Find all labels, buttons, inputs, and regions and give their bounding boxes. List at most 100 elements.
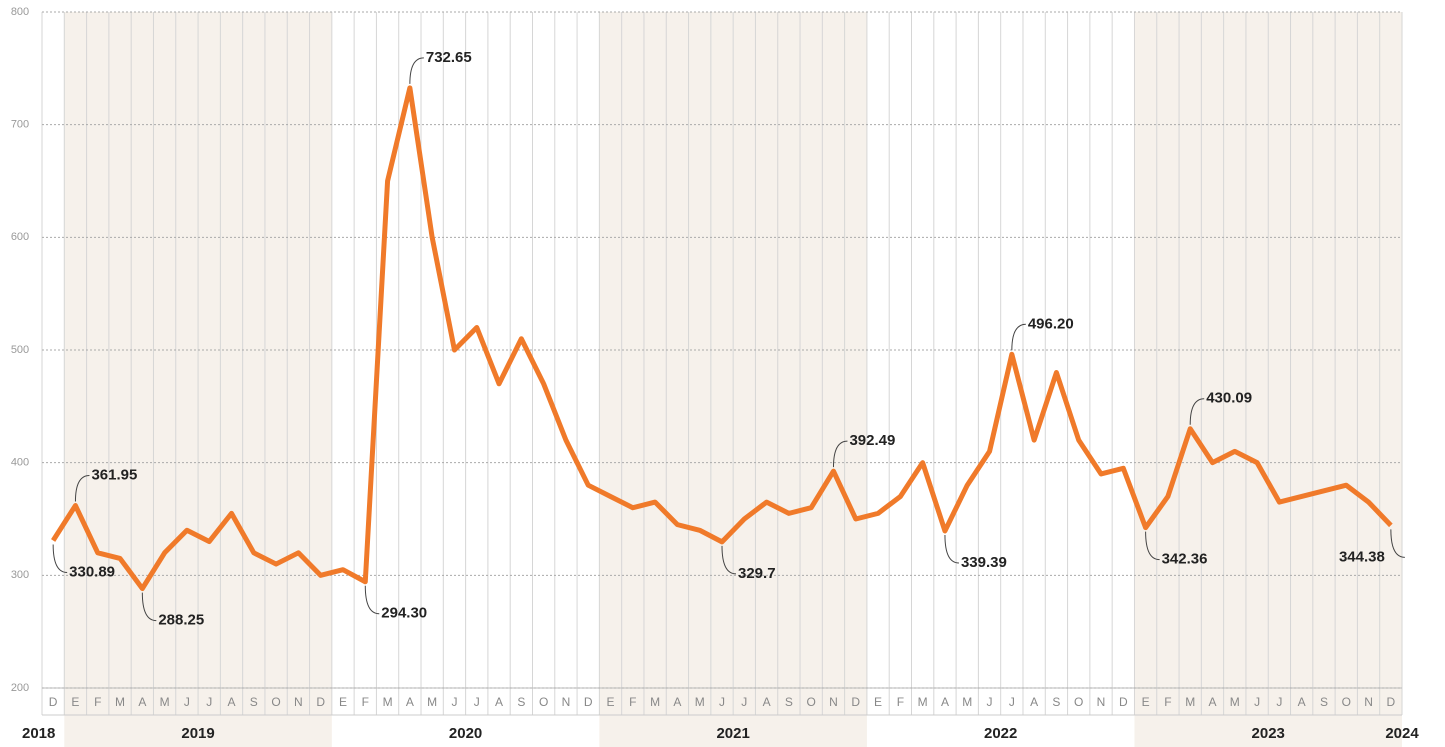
x-tick-label: N (294, 695, 303, 709)
x-tick-label: M (695, 695, 705, 709)
x-tick-label: E (71, 695, 79, 709)
x-tick-label: O (271, 695, 280, 709)
x-tick-label: D (316, 695, 325, 709)
label-leader (1189, 398, 1205, 425)
value-label: 294.30 (381, 605, 427, 622)
value-label: 329.7 (738, 565, 776, 582)
x-tick-label: A (1030, 695, 1038, 709)
x-tick-label: F (1164, 695, 1171, 709)
x-tick-label: N (1364, 695, 1373, 709)
y-tick-label: 600 (11, 231, 29, 243)
x-tick-label: S (785, 695, 793, 709)
year-label: 2020 (449, 725, 482, 742)
x-tick-label: N (1097, 695, 1106, 709)
value-label: 496.20 (1028, 315, 1074, 332)
year-label: 2024 (1385, 725, 1419, 742)
value-label: 344.38 (1339, 548, 1385, 565)
x-tick-label: D (1119, 695, 1128, 709)
label-leader (52, 544, 68, 574)
x-tick-label: D (49, 695, 58, 709)
x-tick-label: J (741, 695, 747, 709)
y-tick-label: 200 (11, 682, 29, 694)
value-label: 339.39 (961, 554, 1007, 571)
x-tick-label: D (1387, 695, 1396, 709)
x-tick-label: J (451, 695, 457, 709)
year-label: 2018 (22, 725, 55, 742)
year-label: 2019 (181, 725, 214, 742)
year-label: 2021 (716, 725, 749, 742)
x-tick-label: J (184, 695, 190, 709)
value-label: 392.49 (849, 432, 895, 449)
x-tick-label: M (1185, 695, 1195, 709)
x-tick-label: F (897, 695, 904, 709)
y-tick-label: 800 (11, 6, 29, 18)
value-label: 288.25 (158, 612, 204, 629)
x-tick-label: S (1320, 695, 1328, 709)
label-leader (1011, 323, 1026, 351)
year-label: 2022 (984, 725, 1017, 742)
x-tick-label: S (517, 695, 525, 709)
x-tick-label: A (138, 695, 146, 709)
x-tick-label: J (1276, 695, 1282, 709)
x-tick-label: O (1074, 695, 1083, 709)
x-tick-label: A (228, 695, 236, 709)
x-tick-label: M (1230, 695, 1240, 709)
x-tick-label: O (539, 695, 548, 709)
x-tick-label: A (763, 695, 771, 709)
x-tick-label: J (206, 695, 212, 709)
x-tick-label: M (115, 695, 125, 709)
x-tick-label: F (94, 695, 101, 709)
label-leader (409, 57, 424, 84)
x-tick-label: J (1254, 695, 1260, 709)
y-tick-label: 700 (11, 119, 29, 131)
x-tick-label: M (427, 695, 437, 709)
x-tick-label: A (1298, 695, 1306, 709)
x-tick-label: E (874, 695, 882, 709)
x-tick-label: E (607, 695, 615, 709)
year-label: 2023 (1252, 725, 1285, 742)
label-leader (141, 592, 157, 622)
label-leader (721, 545, 737, 575)
x-tick-label: A (495, 695, 503, 709)
x-tick-label: N (829, 695, 838, 709)
label-leader (74, 475, 90, 502)
x-tick-label: J (474, 695, 480, 709)
x-tick-label: F (362, 695, 369, 709)
value-label: 342.36 (1162, 551, 1208, 568)
y-tick-label: 300 (11, 569, 29, 581)
x-tick-label: M (383, 695, 393, 709)
x-tick-label: O (1342, 695, 1351, 709)
x-tick-label: A (673, 695, 681, 709)
x-tick-label: M (160, 695, 170, 709)
x-tick-label: J (1009, 695, 1015, 709)
x-tick-label: A (941, 695, 949, 709)
x-tick-label: E (1142, 695, 1150, 709)
x-tick-label: D (584, 695, 593, 709)
x-tick-label: M (650, 695, 660, 709)
label-leader (944, 534, 959, 564)
x-tick-label: S (1052, 695, 1060, 709)
x-tick-label: J (987, 695, 993, 709)
x-tick-label: D (851, 695, 860, 709)
label-leader (1145, 531, 1160, 561)
price-line (51, 85, 1393, 592)
x-tick-label: J (719, 695, 725, 709)
label-leader (1390, 529, 1405, 558)
x-tick-label: M (918, 695, 928, 709)
x-tick-label: O (807, 695, 816, 709)
value-label: 430.09 (1206, 390, 1252, 407)
value-label: 732.65 (426, 49, 472, 66)
x-tick-label: E (339, 695, 347, 709)
x-tick-label: S (250, 695, 258, 709)
x-tick-label: A (1208, 695, 1216, 709)
value-label: 330.89 (69, 563, 115, 580)
x-tick-label: A (406, 695, 414, 709)
x-tick-label: F (629, 695, 636, 709)
x-tick-label: N (562, 695, 571, 709)
value-label: 361.95 (91, 467, 137, 484)
y-tick-label: 400 (11, 457, 29, 469)
x-tick-label: M (962, 695, 972, 709)
y-tick-label: 500 (11, 344, 29, 356)
label-leader (364, 585, 380, 615)
